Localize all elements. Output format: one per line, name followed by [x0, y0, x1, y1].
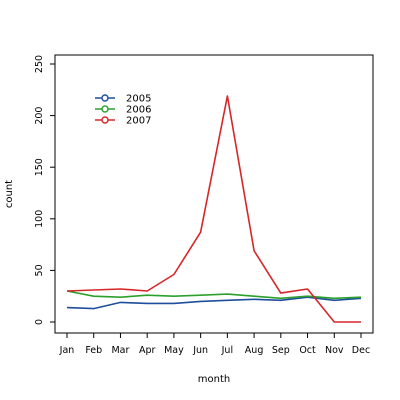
y-tick-label: 0 — [34, 319, 45, 325]
x-tick-label: Jul — [221, 345, 233, 356]
plot-frame — [54, 54, 374, 334]
x-axis-title: month — [198, 374, 230, 385]
y-tick-label: 100 — [34, 210, 45, 228]
x-tick-label: May — [164, 345, 184, 356]
y-tick-label: 50 — [34, 264, 45, 276]
x-tick-label: Oct — [299, 345, 316, 356]
y-tick-label: 200 — [34, 107, 45, 125]
x-tick-label: Jan — [59, 345, 75, 356]
x-tick-label: Sep — [272, 345, 290, 356]
y-axis: 0 50 100 150 200 250 — [34, 55, 55, 325]
x-tick-label: Nov — [325, 345, 344, 356]
y-tick-label: 250 — [34, 55, 45, 73]
legend-label-2005: 2005 — [126, 94, 151, 105]
legend-label-2007: 2007 — [126, 116, 151, 127]
legend-marker-2005 — [101, 94, 109, 102]
x-tick-label: Apr — [139, 345, 156, 356]
series-layer — [66, 95, 362, 323]
x-tick-label: Aug — [245, 345, 264, 356]
legend-marker-2006 — [101, 105, 109, 113]
x-tick-label: Feb — [85, 345, 102, 356]
y-axis-title: count — [4, 180, 15, 208]
series-line-2005 — [66, 296, 362, 310]
y-tick-label: 150 — [34, 158, 45, 176]
x-axis: Jan Feb Mar Apr May Jun Jul Aug Sep Oct Nov Dec — [59, 333, 370, 356]
series-line-2006 — [66, 290, 362, 300]
x-tick-label: Dec — [352, 345, 370, 356]
x-tick-label: Mar — [111, 345, 129, 356]
series-line-2007 — [66, 95, 361, 323]
legend-label-2006: 2006 — [126, 105, 151, 116]
legend-marker-2007 — [101, 116, 109, 124]
x-tick-label: Jun — [192, 345, 208, 356]
